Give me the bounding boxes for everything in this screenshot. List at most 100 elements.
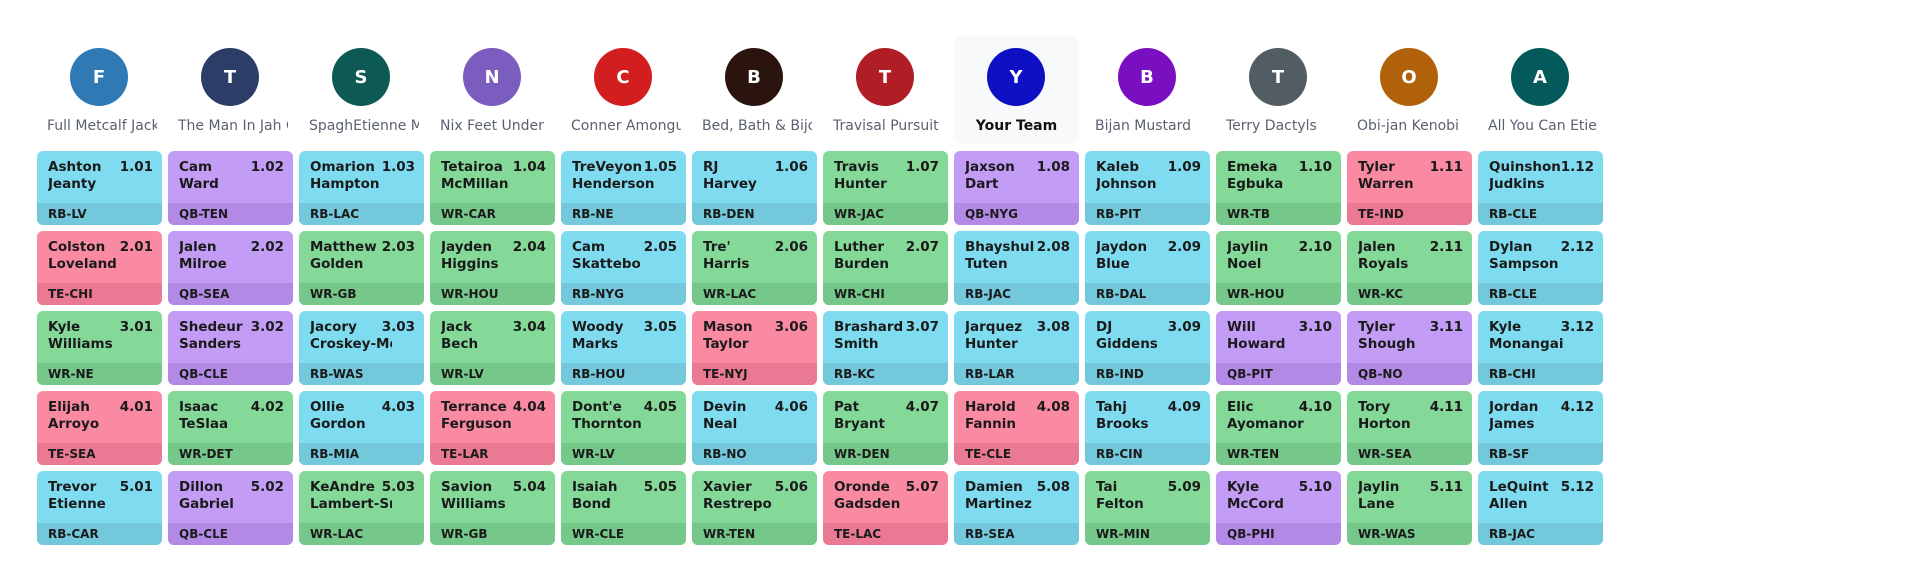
pick-card[interactable]: Terrance Ferguson 4.04 TE-LAR: [430, 391, 555, 465]
pick-card[interactable]: Ollie Gordon 4.03 RB-MIA: [299, 391, 424, 465]
pick-card[interactable]: Damien Martinez 5.08 RB-SEA: [954, 471, 1079, 545]
pick-card[interactable]: RJ Harvey 1.06 RB-DEN: [692, 151, 817, 225]
player-name: Matthew Golden: [310, 239, 392, 273]
team-column-header[interactable]: B Bijan Mustard: [1085, 36, 1210, 144]
team-column-header[interactable]: T Travisal Pursuit: [823, 36, 948, 144]
pick-card[interactable]: LeQuint Allen 5.12 RB-JAC: [1478, 471, 1603, 545]
team-avatar[interactable]: N: [463, 48, 521, 106]
team-avatar[interactable]: T: [1249, 48, 1307, 106]
pick-card[interactable]: Tyler Shough 3.11 QB-NO: [1347, 311, 1472, 385]
pick-card[interactable]: Emeka Egbuka 1.10 WR-TB: [1216, 151, 1341, 225]
pick-card[interactable]: Travis Hunter 1.07 WR-JAC: [823, 151, 948, 225]
pick-card[interactable]: Cam Skattebo 2.05 RB-NYG: [561, 231, 686, 305]
pick-card[interactable]: Isaiah Bond 5.05 WR-CLE: [561, 471, 686, 545]
team-avatar[interactable]: T: [856, 48, 914, 106]
position-team-label: QB-NYG: [954, 203, 1079, 225]
pick-card[interactable]: Jack Bech 3.04 WR-LV: [430, 311, 555, 385]
pick-card[interactable]: DJ Giddens 3.09 RB-IND: [1085, 311, 1210, 385]
pick-card[interactable]: Matthew Golden 2.03 WR-GB: [299, 231, 424, 305]
pick-card[interactable]: Kyle Monangai 3.12 RB-CHI: [1478, 311, 1603, 385]
pick-card[interactable]: Jordan James 4.12 RB-SF: [1478, 391, 1603, 465]
pick-card[interactable]: Pat Bryant 4.07 WR-DEN: [823, 391, 948, 465]
team-column-header[interactable]: B Bed, Bath & Bijon: [692, 36, 817, 144]
pick-card[interactable]: Bhayshul Tuten 2.08 RB-JAC: [954, 231, 1079, 305]
pick-card[interactable]: Dillon Gabriel 5.02 QB-CLE: [168, 471, 293, 545]
pick-card[interactable]: Tory Horton 4.11 WR-SEA: [1347, 391, 1472, 465]
pick-card[interactable]: Dont'e Thornton 4.05 WR-LV: [561, 391, 686, 465]
pick-number: 1.05: [643, 159, 677, 175]
pick-card[interactable]: Jalen Milroe 2.02 QB-SEA: [168, 231, 293, 305]
pick-card[interactable]: Jaylin Lane 5.11 WR-WAS: [1347, 471, 1472, 545]
pick-card[interactable]: Luther Burden 2.07 WR-CHI: [823, 231, 948, 305]
pick-card[interactable]: Devin Neal 4.06 RB-NO: [692, 391, 817, 465]
team-avatar[interactable]: S: [332, 48, 390, 106]
team-avatar[interactable]: F: [70, 48, 128, 106]
player-last-name: TeSlaa: [179, 416, 229, 432]
pick-card[interactable]: Isaac TeSlaa 4.02 WR-DET: [168, 391, 293, 465]
pick-card[interactable]: Mason Taylor 3.06 TE-NYJ: [692, 311, 817, 385]
pick-card[interactable]: Elijah Arroyo 4.01 TE-SEA: [37, 391, 162, 465]
team-avatar[interactable]: T: [201, 48, 259, 106]
player-name: Woody Marks: [572, 319, 654, 353]
team-avatar[interactable]: O: [1380, 48, 1438, 106]
pick-card[interactable]: Harold Fannin 4.08 TE-CLE: [954, 391, 1079, 465]
pick-card[interactable]: Jaxson Dart 1.08 QB-NYG: [954, 151, 1079, 225]
pick-card[interactable]: Woody Marks 3.05 RB-HOU: [561, 311, 686, 385]
nfl-team: CHI: [1512, 367, 1536, 381]
pick-card[interactable]: Tahj Brooks 4.09 RB-CIN: [1085, 391, 1210, 465]
pick-card[interactable]: TreVeyon Henderson 1.05 RB-NE: [561, 151, 686, 225]
pick-card[interactable]: Kaleb Johnson 1.09 RB-PIT: [1085, 151, 1210, 225]
position: WR: [1096, 527, 1119, 541]
team-column-header[interactable]: T The Man In Jah Castle: [168, 36, 293, 144]
position-team-label: WR-DEN: [823, 443, 948, 465]
team-avatar[interactable]: Y: [987, 48, 1045, 106]
player-first-name: Jalen: [179, 239, 217, 255]
pick-card[interactable]: Jalen Royals 2.11 WR-KC: [1347, 231, 1472, 305]
team-column-header[interactable]: O Obi-jan Kenobi: [1347, 36, 1472, 144]
pick-card[interactable]: Quinshon Judkins 1.12 RB-CLE: [1478, 151, 1603, 225]
pick-card[interactable]: Elic Ayomanor 4.10 WR-TEN: [1216, 391, 1341, 465]
team-avatar[interactable]: C: [594, 48, 652, 106]
team-column-header[interactable]: Y Your Team: [954, 36, 1079, 144]
pick-card[interactable]: Ashton Jeanty 1.01 RB-LV: [37, 151, 162, 225]
team-avatar[interactable]: A: [1511, 48, 1569, 106]
pick-card[interactable]: Brashard Smith 3.07 RB-KC: [823, 311, 948, 385]
team-column-header[interactable]: N Nix Feet Under: [430, 36, 555, 144]
pick-card[interactable]: Oronde Gadsden 5.07 TE-LAC: [823, 471, 948, 545]
pick-card[interactable]: Shedeur Sanders 3.02 QB-CLE: [168, 311, 293, 385]
pick-card[interactable]: Trevor Etienne 5.01 RB-CAR: [37, 471, 162, 545]
player-name: Savion Williams: [441, 479, 523, 513]
pick-card[interactable]: Jayden Higgins 2.04 WR-HOU: [430, 231, 555, 305]
position-team-label: WR-GB: [299, 283, 424, 305]
pick-card[interactable]: Tetairoa McMillan 1.04 WR-CAR: [430, 151, 555, 225]
pick-card[interactable]: Jaydon Blue 2.09 RB-DAL: [1085, 231, 1210, 305]
pick-card[interactable]: Jaylin Noel 2.10 WR-HOU: [1216, 231, 1341, 305]
pick-card[interactable]: Omarion Hampton 1.03 RB-LAC: [299, 151, 424, 225]
pick-card[interactable]: Tyler Warren 1.11 TE-IND: [1347, 151, 1472, 225]
team-column-header[interactable]: A All You Can Etienne: [1478, 36, 1603, 144]
team-column-header[interactable]: F Full Metcalf Jacket: [37, 36, 162, 144]
pick-card[interactable]: Will Howard 3.10 QB-PIT: [1216, 311, 1341, 385]
player-name: Kyle Williams: [48, 319, 130, 353]
pick-card[interactable]: Kyle Williams 3.01 WR-NE: [37, 311, 162, 385]
player-name: Tahj Brooks: [1096, 399, 1178, 433]
pick-card[interactable]: Tai Felton 5.09 WR-MIN: [1085, 471, 1210, 545]
pick-card[interactable]: Jarquez Hunter 3.08 RB-LAR: [954, 311, 1079, 385]
team-column-header[interactable]: T Terry Dactyls: [1216, 36, 1341, 144]
pick-card[interactable]: Dylan Sampson 2.12 RB-CLE: [1478, 231, 1603, 305]
team-column-header[interactable]: C Conner Amongus: [561, 36, 686, 144]
pick-card[interactable]: Cam Ward 1.02 QB-TEN: [168, 151, 293, 225]
team-avatar[interactable]: B: [725, 48, 783, 106]
position-team-label: TE-LAR: [430, 443, 555, 465]
team-avatar[interactable]: B: [1118, 48, 1176, 106]
pick-card[interactable]: Kyle McCord 5.10 QB-PHI: [1216, 471, 1341, 545]
team-column-header[interactable]: S SpaghEtienne Monster: [299, 36, 424, 144]
pick-card[interactable]: Tre' Harris 2.06 WR-LAC: [692, 231, 817, 305]
pick-card[interactable]: Colston Loveland 2.01 TE-CHI: [37, 231, 162, 305]
pick-card[interactable]: Xavier Restrepo 5.06 WR-TEN: [692, 471, 817, 545]
player-last-name: Noel: [1227, 256, 1262, 272]
pick-card[interactable]: Savion Williams 5.04 WR-GB: [430, 471, 555, 545]
player-last-name: Egbuka: [1227, 176, 1284, 192]
